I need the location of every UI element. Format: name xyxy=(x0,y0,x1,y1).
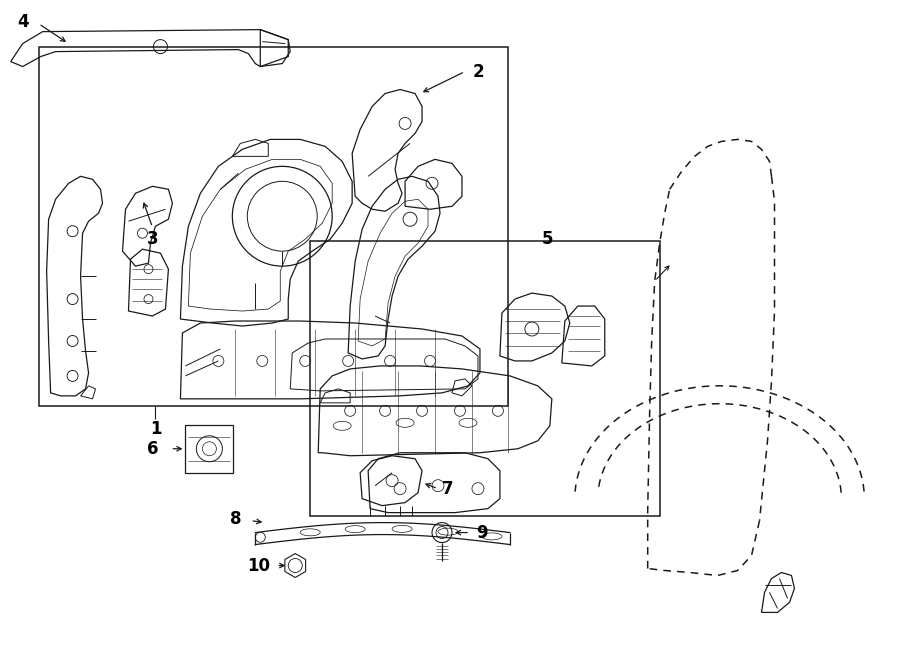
Text: 7: 7 xyxy=(442,480,454,498)
Text: 2: 2 xyxy=(472,63,484,81)
Bar xyxy=(185,425,233,473)
Text: 10: 10 xyxy=(247,557,270,574)
Bar xyxy=(310,241,660,516)
Bar xyxy=(39,46,508,406)
Text: 4: 4 xyxy=(17,13,29,30)
Text: 9: 9 xyxy=(476,524,488,541)
Text: 3: 3 xyxy=(147,230,158,248)
Text: 1: 1 xyxy=(149,420,161,438)
Text: 6: 6 xyxy=(147,440,158,458)
Text: 5: 5 xyxy=(542,230,554,248)
Text: 8: 8 xyxy=(230,510,241,527)
